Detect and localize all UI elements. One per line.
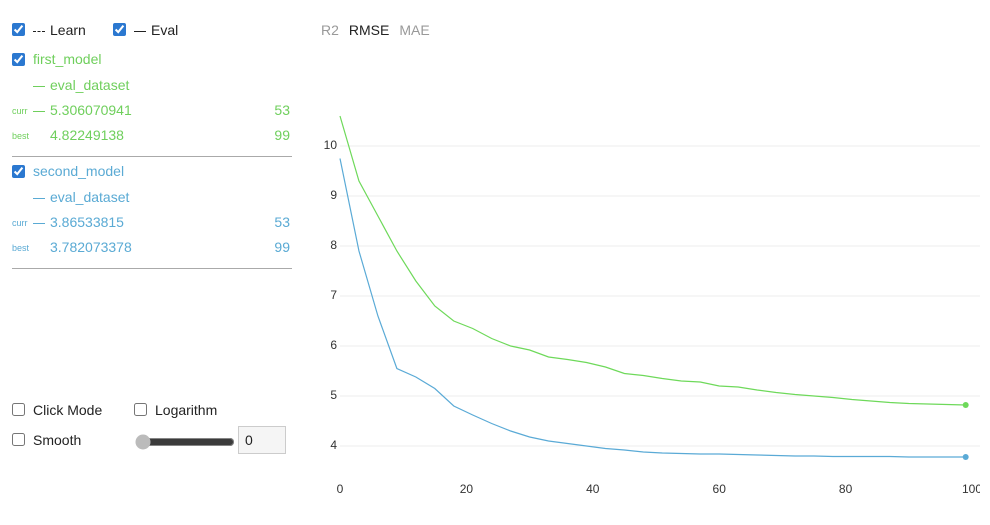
model-checkbox[interactable] [12,53,25,66]
best-label: best [12,243,30,253]
smooth-input[interactable]: 0 [238,426,286,454]
metric-tab[interactable]: MAE [399,22,430,38]
end-marker [962,454,969,460]
logarithm-checkbox[interactable] [134,403,147,416]
series-line [339,158,966,458]
best-value: 4.82249138 [50,127,124,143]
eval-label: Eval [151,22,179,38]
separator [12,156,292,157]
logarithm-label: Logarithm [155,402,218,418]
end-marker [962,402,969,408]
click-mode-checkbox[interactable] [12,403,25,416]
y-tick-label: 8 [330,238,337,252]
y-tick-label: 5 [330,388,337,402]
learn-legend: Learn [33,21,86,39]
x-tick-label: 40 [586,482,600,496]
y-tick-label: 4 [330,438,337,452]
smooth-checkbox[interactable] [12,433,25,446]
separator [12,268,292,269]
metric-tab[interactable]: RMSE [348,22,390,38]
curr-iter: 53 [274,214,290,230]
curr-value: 5.306070941 [33,101,132,119]
curr-number: 5.306070941 [50,102,132,118]
dataset-name: eval_dataset [50,189,130,205]
best-iter: 99 [274,127,290,143]
curr-label: curr [12,106,28,116]
metric-tabs: R2 RMSE MAE [321,21,440,39]
y-tick-label: 6 [330,338,337,352]
learn-label: Learn [50,22,86,38]
model-name: first_model [33,51,102,67]
eval-legend: Eval [134,21,178,39]
dataset-legend: eval_dataset [33,188,129,206]
x-tick-label: 20 [460,482,474,496]
x-tick-label: 80 [839,482,853,496]
curr-number: 3.86533815 [50,214,124,230]
y-tick-label: 10 [324,138,338,152]
eval-checkbox[interactable] [113,23,126,36]
learn-checkbox[interactable] [12,23,25,36]
model-checkbox[interactable] [12,165,25,178]
x-tick-label: 0 [337,482,344,496]
curr-value: 3.86533815 [33,213,124,231]
click-mode-label: Click Mode [33,402,103,418]
dataset-legend: eval_dataset [33,76,129,94]
curr-iter: 53 [274,102,290,118]
smooth-label: Smooth [33,432,82,448]
curr-label: curr [12,218,28,228]
y-tick-label: 7 [330,288,337,302]
x-tick-label: 100 [962,482,980,496]
best-value: 3.782073378 [50,239,132,255]
x-tick-label: 60 [713,482,727,496]
best-label: best [12,131,30,141]
model-name: second_model [33,163,125,179]
smooth-slider[interactable] [135,434,235,450]
metric-tab[interactable]: R2 [321,22,339,38]
series-line [339,115,966,406]
dataset-name: eval_dataset [50,77,130,93]
y-tick-label: 9 [330,188,337,202]
best-iter: 99 [274,239,290,255]
